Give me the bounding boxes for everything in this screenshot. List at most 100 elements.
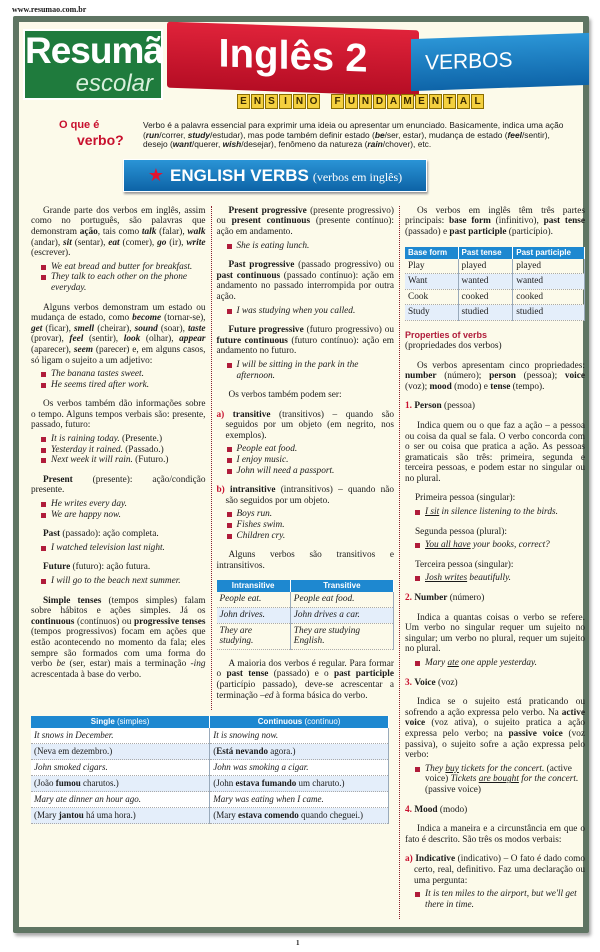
text-run: (parecer) e, em alguns casos, só ligam o…	[31, 344, 206, 366]
letter-tile: I	[279, 94, 292, 109]
text-run: /desejar), fenômeno da natureza (	[241, 139, 368, 150]
text-run: (futuro): ação futura.	[70, 562, 151, 573]
text-run: become	[132, 313, 162, 324]
paragraph: A maioria dos verbos é regular. Para for…	[217, 659, 395, 701]
bullet-item: We eat bread and butter for breakfast.	[41, 262, 206, 273]
text-run: (pessoa);	[515, 371, 565, 382]
text-run: for the concert.	[518, 774, 579, 785]
text-run: run	[145, 129, 160, 140]
bullet-list: People eat food. I enjoy music. John will …	[226, 444, 395, 476]
paragraph: Past (passado): ação completa.	[31, 529, 206, 540]
item-marker: 4.	[405, 804, 412, 815]
subject-ribbon: VERBOS	[411, 32, 589, 92]
paragraph: Indica a maneira e a circunstância em qu…	[405, 824, 585, 845]
text-run: (presente contínuo): ação em andamento.	[216, 216, 395, 237]
text-run: Person	[414, 401, 442, 412]
text-run: /sentir), desejo (	[143, 129, 550, 150]
table-cell: (Mary jantou há uma hora.)	[31, 807, 211, 825]
text-run: Josh writes	[425, 573, 468, 584]
table-row: Cook cooked cooked	[405, 289, 585, 306]
letter-tile: D	[373, 94, 386, 109]
item-marker: 3.	[405, 677, 412, 688]
page-frame: Resumão escolar Inglês 2 VERBOS ENSINOFU…	[13, 16, 589, 934]
text-run: (Presente.)	[119, 434, 163, 445]
text-run: (presente): ação/condição presente.	[31, 474, 206, 496]
text-run: I was studying when you called.	[236, 305, 356, 316]
text-run: Future progressive	[228, 325, 304, 336]
text-run: past participle	[449, 226, 507, 237]
text-run: Tickets	[450, 774, 479, 785]
question-line1: O que é	[59, 119, 100, 131]
left-columns: Grande parte dos verbos em inglês, assim…	[31, 205, 395, 711]
text-run: one apple yesterday.	[458, 658, 537, 668]
question-line2: verbo?	[77, 132, 124, 148]
column-header: Past participle	[512, 246, 585, 259]
text-run: taste	[187, 323, 206, 334]
text-run: Future	[43, 562, 71, 573]
paragraph: Future progressive (futuro progressivo) …	[217, 325, 395, 357]
table-row: People eat. People eat food.	[216, 592, 395, 609]
bullet-list: Mary ate one apple yesterday.	[415, 658, 585, 669]
text-run: Grande parte dos verbos em inglês, assim…	[31, 205, 206, 237]
star-icon: ★	[147, 164, 164, 185]
text-run: We are happy now.	[51, 509, 121, 520]
text-run: Fishes swim.	[236, 520, 285, 531]
paragraph: Future (futuro): ação futura.	[31, 562, 206, 573]
bullet-item: They talk to each other on the phone eve…	[41, 272, 206, 293]
text-run: They	[425, 763, 446, 774]
table-cell: (Neva em dezembro.)	[31, 743, 211, 761]
text-run: feel	[69, 334, 84, 345]
text-run: Mary was eating when I came.	[213, 794, 324, 805]
text-run: /ser, estar), mudança de estado (	[384, 129, 508, 140]
text-run: I will be sitting in the park in the aft…	[236, 359, 359, 381]
letter-tile: E	[415, 94, 428, 109]
text-run: (comer),	[119, 237, 158, 248]
text-run: Present progressive	[228, 205, 307, 216]
content-area: Grande parte dos verbos em inglês, assim…	[19, 205, 585, 920]
text-run: quando cheguei.)	[298, 810, 363, 821]
text-run: He writes every day.	[51, 499, 127, 510]
column-1: Grande parte dos verbos em inglês, assim…	[31, 206, 206, 710]
text-run: talk	[141, 226, 157, 237]
text-run: Next week it will rain.	[51, 455, 133, 466]
text-run: buy	[445, 763, 459, 774]
text-run: are bought	[478, 774, 519, 785]
text-run: Mary	[425, 658, 448, 668]
text-run: beautifully.	[467, 573, 512, 584]
text-run: I will go to the beach next summer.	[51, 576, 181, 586]
text-run: (futuro contínuo): ação em andamento no …	[216, 335, 395, 357]
column-header: Base form	[405, 246, 459, 259]
banner-title: ENGLISH VERBS	[169, 165, 309, 185]
text-run: John will need a passport.	[236, 465, 335, 476]
item-marker: 1.	[405, 401, 412, 412]
text-run: Segunda pessoa (plural):	[415, 526, 507, 537]
table-cell: (Está nevando agora.)	[209, 743, 389, 761]
text-run: (infinitivo),	[490, 216, 544, 227]
text-run: (ficar),	[42, 323, 74, 334]
simple-continuous-table: Single (simples) Continuous (contínuo) It …	[31, 716, 389, 825]
table-row: Study studied studied	[405, 304, 585, 321]
text-run: (intransitivos) – quando não são seguido…	[225, 485, 395, 506]
text-run: (sentir),	[83, 334, 124, 345]
table-row: John smoked cigars. John was smoking a ci…	[31, 759, 389, 777]
bullet-list: It is ten miles to the airport, but we'l…	[415, 889, 585, 910]
text-run: /estudar), mas pode também definir estad…	[210, 129, 375, 140]
sub-label: Primeira pessoa (singular):	[405, 493, 585, 504]
bullet-item: I enjoy music.	[226, 455, 395, 466]
table-cell: cooked	[512, 289, 585, 306]
section-subheading: (propriedades dos verbos)	[405, 340, 502, 351]
text-run: ate	[447, 658, 459, 668]
text-run: Alguns verbos são transitivos e intransi…	[216, 550, 395, 571]
text-run: Voice	[414, 677, 436, 688]
table-cell: It snows in December.	[31, 728, 211, 745]
text-run: estava comendo	[238, 810, 299, 821]
text-run: progressive tenses	[133, 616, 206, 627]
bullet-list: Josh writes beautifully.	[415, 573, 585, 584]
text-run: voice	[564, 371, 585, 382]
page-paper: Resumão escolar Inglês 2 VERBOS ENSINOFU…	[19, 21, 589, 928]
column-header: Single (simples)	[31, 716, 211, 729]
paragraph: Present progressive (presente progressiv…	[217, 206, 395, 238]
text-run: feel	[507, 129, 522, 140]
bullet-list: He writes every day. We are happy now.	[41, 499, 206, 520]
text-run: rain	[367, 139, 383, 150]
